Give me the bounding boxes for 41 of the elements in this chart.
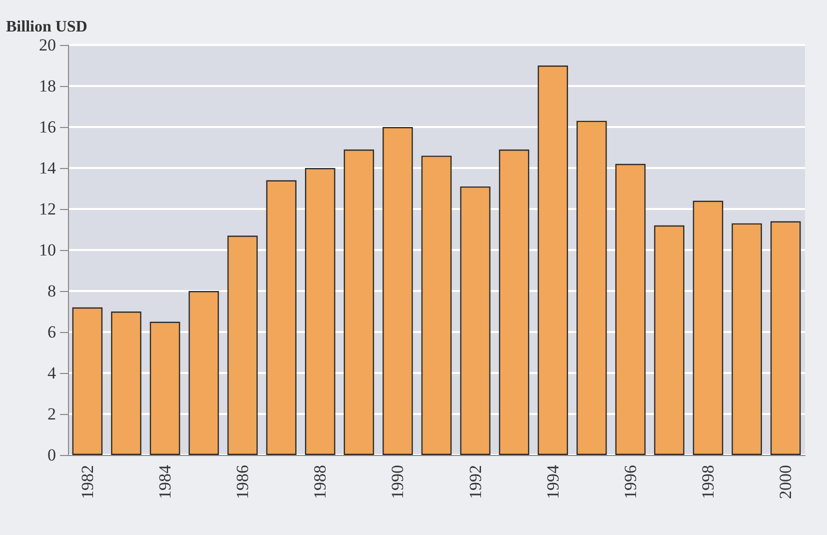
bar xyxy=(227,236,258,455)
bar xyxy=(732,223,762,455)
bar xyxy=(538,66,568,455)
bar xyxy=(382,127,413,455)
x-tick-label: 1998 xyxy=(698,465,718,499)
bar xyxy=(305,168,336,455)
x-tick-label: 1996 xyxy=(620,465,640,499)
bar xyxy=(266,180,296,455)
x-tick-label: 1992 xyxy=(466,465,485,499)
bar xyxy=(72,307,103,455)
y-tick-label: 4 xyxy=(48,364,56,382)
x-tick-label: 1990 xyxy=(388,465,408,499)
y-tick-label: 18 xyxy=(39,76,56,96)
x-tick-label: 1988 xyxy=(310,465,330,499)
bar xyxy=(770,221,801,455)
y-tick-label: 2 xyxy=(48,404,56,424)
bar xyxy=(344,150,374,455)
bar xyxy=(150,322,180,455)
bar xyxy=(498,150,530,455)
y-tick-label: 10 xyxy=(39,240,56,260)
bar xyxy=(188,291,219,455)
bar xyxy=(576,120,607,455)
bar xyxy=(421,156,452,455)
bar xyxy=(692,200,724,455)
x-tick-label: 1984 xyxy=(155,464,174,499)
y-tick-label: 6 xyxy=(48,322,56,342)
bar xyxy=(654,225,684,455)
y-tick-label: 20 xyxy=(39,36,56,54)
x-tick-label: 2000 xyxy=(776,465,796,499)
x-tick-label: 1994 xyxy=(543,464,562,499)
y-tick-label: 8 xyxy=(48,282,56,300)
y-tick-label: 14 xyxy=(39,158,56,178)
x-tick-label: 1982 xyxy=(78,465,97,499)
y-tick-label: 0 xyxy=(48,446,56,464)
bar xyxy=(615,164,646,455)
y-axis-title: Billion USD xyxy=(6,18,88,36)
bar xyxy=(111,312,142,455)
bar xyxy=(460,186,490,455)
y-tick-label: 12 xyxy=(39,200,56,218)
x-tick-label: 1986 xyxy=(233,465,252,499)
y-tick-label: 16 xyxy=(39,118,56,136)
